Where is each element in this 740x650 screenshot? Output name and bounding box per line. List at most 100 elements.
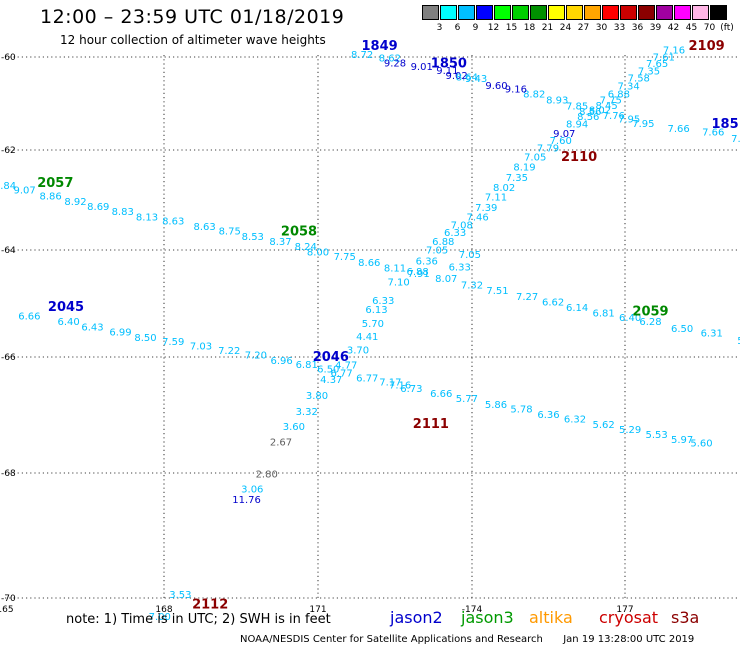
legend-swatch <box>566 5 583 20</box>
legend-label: 3 <box>436 23 443 33</box>
swh-value: 7.79 <box>537 144 559 155</box>
swh-value: 8.02 <box>589 106 611 117</box>
swh-value: 8.53 <box>242 232 264 243</box>
legend-label: 15 <box>505 23 518 33</box>
swh-value: 8.11 <box>384 263 406 274</box>
swh-value: 8.92 <box>64 197 86 208</box>
legend-label: 18 <box>523 23 536 33</box>
legend-label: 45 <box>685 23 698 33</box>
swh-value: 3.53 <box>169 590 191 601</box>
swh-value: 5.84 <box>737 336 740 347</box>
swh-value: 7.00 <box>149 612 171 623</box>
legend-swatch <box>548 5 565 20</box>
legend-swatch <box>584 5 601 20</box>
pass-number: 1851 <box>712 117 740 132</box>
latitude-label: -60 <box>1 53 16 63</box>
swh-value: 2.80 <box>256 469 278 480</box>
swh-value: 3.32 <box>296 407 318 418</box>
swh-value: 7.08 <box>451 221 473 232</box>
orbit-pass-labels: 1849 1850 2109 1851 2110 2057 2058 2045 2059 2046… <box>37 39 740 613</box>
legend-label: 70 <box>703 23 716 33</box>
latitude-label: -62 <box>1 146 16 156</box>
swh-value: 7.60 <box>550 136 572 147</box>
swh-value: 6.73 <box>400 384 422 395</box>
swh-value: 8.63 <box>162 217 184 228</box>
legend-swatch <box>440 5 457 20</box>
swh-value: 5.97 <box>671 435 693 446</box>
credit-text: NOAA/NESDIS Center for Satellite Applica… <box>240 634 543 645</box>
swh-value: 8.66 <box>358 258 380 269</box>
legend-label: 21 <box>541 23 554 33</box>
swh-value: 6.31 <box>701 329 723 340</box>
swh-value: 7.16 <box>663 46 685 57</box>
swh-value: 9.60 <box>485 81 507 92</box>
swh-value: 6.77 <box>330 369 352 380</box>
swh-value: 8.86 <box>39 192 61 203</box>
latitude-label: -68 <box>1 469 16 479</box>
mission-cryosat: cryosat <box>599 608 659 627</box>
page-title: 12:00 – 23:59 UTC 01/18/2019 <box>40 6 345 28</box>
swh-value: 8.83 <box>112 207 134 218</box>
swh-value: 6.40 <box>619 313 641 324</box>
legend-swatch <box>458 5 475 20</box>
swh-value: 9.07 <box>553 129 575 140</box>
swh-value: 8.24 <box>295 242 317 253</box>
swh-value: 8.19 <box>513 163 535 174</box>
swh-value: 6.32 <box>564 415 586 426</box>
swh-value: 9.07 <box>13 186 35 197</box>
swh-value: 8.00 <box>307 247 329 258</box>
latitude-label: -70 <box>1 594 16 604</box>
legend-swatch <box>656 5 673 20</box>
swh-value: 5.62 <box>592 420 614 431</box>
legend-swatch <box>494 5 511 20</box>
mission-jason3: jason3 <box>461 608 514 627</box>
legend-swatch <box>530 5 547 20</box>
swh-value: 7.91 <box>407 269 429 280</box>
swh-value: 6.66 <box>430 389 452 400</box>
swh-value: 8.50 <box>134 333 156 344</box>
pass-number: 2110 <box>561 150 597 165</box>
swh-value: 7.05 <box>459 250 481 261</box>
swh-value: 8.63 <box>193 222 215 233</box>
swh-value: 8.82 <box>523 90 545 101</box>
swh-value: 4.77 <box>335 361 357 372</box>
longitude-label: 177 <box>616 605 633 615</box>
legend-label: 42 <box>667 23 680 33</box>
swh-value: 3.80 <box>306 391 328 402</box>
swh-value: 6.50 <box>317 365 339 376</box>
swh-value: 7.11 <box>485 193 507 204</box>
legend-swatch <box>620 5 637 20</box>
swh-value: 3.60 <box>283 422 305 433</box>
legend-unit: (ft) <box>720 23 734 33</box>
swh-value: 7.61 <box>653 52 675 63</box>
footer-note: note: 1) Time is in UTC; 2) SWH is in fe… <box>66 612 331 627</box>
swh-value: 3.06 <box>241 484 263 495</box>
swh-value: 7.66 <box>702 128 724 139</box>
pass-number: 2109 <box>689 39 725 54</box>
swh-value: 5.86 <box>485 400 507 411</box>
swh-value: 8.69 <box>87 202 109 213</box>
swh-value: 6.36 <box>416 256 438 267</box>
swh-value: 9.28 <box>384 58 406 69</box>
legend-swatch <box>710 5 727 20</box>
swh-value: 7.17 <box>379 377 401 388</box>
swh-value: 6.43 <box>81 322 103 333</box>
swh-value: 2.67 <box>270 438 292 449</box>
swh-value: 7.34 <box>617 82 639 93</box>
swh-value: 7.46 <box>466 213 488 224</box>
swh-value: 5.70 <box>362 319 384 330</box>
longitude-label: -174 <box>462 605 483 615</box>
legend-swatch <box>602 5 619 20</box>
swh-value: 8.56 <box>577 112 599 123</box>
swh-value: 8.45 <box>595 101 617 112</box>
swh-value: 7.39 <box>475 203 497 214</box>
swh-value: 7.27 <box>516 292 538 303</box>
pass-number: 2046 <box>313 350 349 365</box>
legend-label: 27 <box>577 23 590 33</box>
swh-value: 5.77 <box>456 394 478 405</box>
longitude-label: 171 <box>309 605 326 615</box>
swh-value: 6.96 <box>270 356 292 367</box>
swh-value: 8.07 <box>435 274 457 285</box>
page-subtitle: 12 hour collection of altimeter wave hei… <box>60 33 326 47</box>
